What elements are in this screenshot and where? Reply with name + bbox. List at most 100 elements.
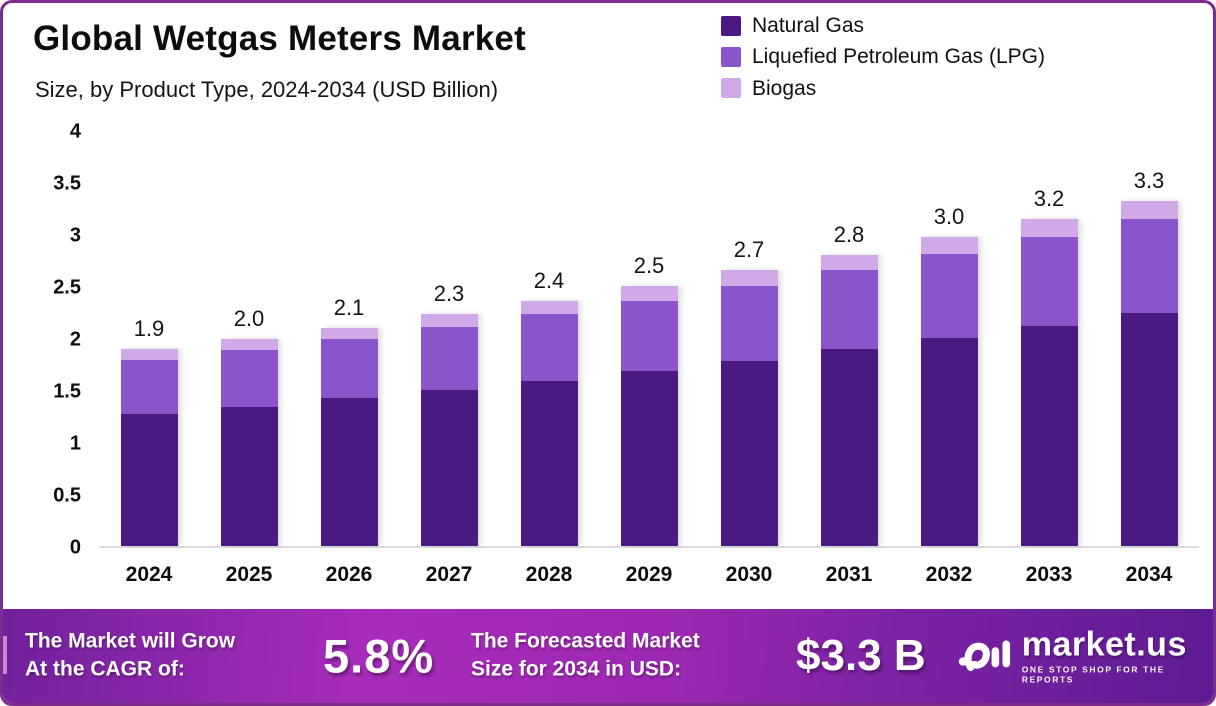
bar-stack-2027	[420, 314, 478, 546]
bar-total-label: 2.5	[633, 253, 665, 279]
forecast-label: The Forecasted Market Size for 2034 in U…	[471, 628, 700, 685]
forecast-value: $3.3 B	[796, 631, 926, 680]
cagr-value: 5.8%	[323, 629, 435, 683]
bar-stack-2030	[720, 270, 778, 546]
legend-item-natural-gas: Natural Gas	[721, 12, 1191, 39]
x-axis-label-2025: 2025	[225, 563, 273, 586]
bar-segment-natural-gas	[920, 338, 978, 546]
market-us-logo-icon	[958, 640, 1011, 671]
chart-legend: Natural Gas Liquefied Petroleum Gas (LPG)…	[721, 12, 1191, 102]
brand-text: market.us ONE STOP SHOP FOR THE REPORTS	[1022, 628, 1213, 685]
bar-stack-2028	[520, 300, 578, 546]
y-tick-label: 3	[69, 224, 81, 247]
forecast-label-line1: The Forecasted Market	[471, 629, 700, 653]
banner-fold-decoration	[3, 636, 7, 674]
cagr-label-line2: At the CAGR of:	[25, 658, 185, 681]
bar-column-2031: 2.8	[799, 132, 899, 546]
y-tick-label: 3.5	[53, 172, 81, 195]
legend-label: Natural Gas	[752, 14, 865, 37]
bar-column-2024: 1.9	[99, 132, 199, 546]
bar-segment-natural-gas	[1020, 325, 1078, 546]
bar-stack-2033	[1020, 219, 1078, 546]
bar-segment-liquefied-petroleum-gas-lpg	[320, 339, 378, 399]
bar-total-label: 3.3	[1133, 167, 1165, 193]
x-axis-label-2034: 2034	[1125, 563, 1173, 586]
bar-column-2027: 2.3	[399, 132, 499, 546]
bar-total-label: 2.3	[433, 281, 465, 307]
bar-total-label: 3.0	[933, 204, 965, 230]
bar-stack-2025	[220, 339, 278, 546]
bar-segment-liquefied-petroleum-gas-lpg	[1020, 237, 1078, 326]
bar-segment-natural-gas	[320, 398, 378, 546]
bars-row: 1.9 2.0 2.1 2.3 2.4 2.5 2.7 2.8 3.0 3.2 3.3	[99, 132, 1199, 546]
bar-segment-biogas	[520, 300, 578, 315]
bar-total-label: 2.4	[533, 267, 565, 293]
bar-stack-2026	[320, 327, 378, 546]
legend-label: Biogas	[752, 76, 817, 100]
footer-banner: The Market will Grow At the CAGR of: 5.8…	[3, 609, 1213, 703]
bar-segment-biogas	[620, 286, 678, 301]
bar-segment-biogas	[920, 237, 978, 254]
bar-segment-natural-gas	[1120, 313, 1178, 546]
bar-column-2033: 3.2	[999, 132, 1099, 546]
bar-segment-liquefied-petroleum-gas-lpg	[220, 350, 278, 407]
bar-stack-2031	[820, 254, 878, 546]
bar-segment-natural-gas	[120, 413, 178, 546]
bar-total-label: 1.9	[133, 316, 165, 342]
bar-segment-liquefied-petroleum-gas-lpg	[1120, 219, 1178, 313]
bar-segment-natural-gas	[220, 406, 278, 546]
x-axis-label-2029: 2029	[625, 563, 673, 586]
legend-swatch-biogas	[721, 78, 741, 99]
legend-label: Liquefied Petroleum Gas (LPG)	[752, 45, 1045, 69]
brand-logo: market.us ONE STOP SHOP FOR THE REPORTS	[958, 628, 1213, 685]
bar-segment-biogas	[320, 327, 378, 340]
bar-stack-2032	[920, 237, 978, 546]
x-axis-labels: 2024 2025 2026 2027 2028 2029 2030 2031 2032 2033…	[99, 563, 1199, 587]
forecast-label-line2: Size for 2034 in USD:	[471, 658, 682, 681]
page-title: Global Wetgas Meters Market	[33, 19, 526, 58]
page-subtitle: Size, by Product Type, 2024-2034 (USD Bi…	[35, 77, 499, 102]
bar-segment-biogas	[1120, 200, 1178, 220]
brand-tagline: ONE STOP SHOP FOR THE REPORTS	[1021, 664, 1165, 685]
bar-column-2029: 2.5	[599, 132, 699, 546]
x-axis-label-2033: 2033	[1025, 563, 1073, 586]
x-axis-label-2031: 2031	[825, 563, 873, 586]
y-tick-label: 4	[69, 120, 81, 143]
bar-segment-liquefied-petroleum-gas-lpg	[520, 314, 578, 381]
x-axis-label-2032: 2032	[925, 563, 973, 586]
y-tick-label: 2.5	[53, 276, 81, 299]
bar-column-2026: 2.1	[299, 132, 399, 546]
x-axis-label-2026: 2026	[325, 563, 373, 586]
x-axis-label-2027: 2027	[425, 563, 473, 586]
legend-swatch-natural-gas	[721, 15, 741, 36]
y-tick-label: 1.5	[53, 380, 81, 403]
cagr-label: The Market will Grow At the CAGR of:	[25, 628, 235, 685]
legend-swatch-liquefied-petroleum-gas-lpg	[721, 46, 741, 67]
chart-plot-area: 1.9 2.0 2.1 2.3 2.4 2.5 2.7 2.8 3.0 3.2 3.3	[99, 132, 1199, 548]
bar-segment-liquefied-petroleum-gas-lpg	[620, 300, 678, 372]
bar-segment-biogas	[1020, 219, 1078, 238]
bar-total-label: 2.1	[333, 294, 365, 320]
bar-total-label: 2.8	[833, 221, 865, 247]
bar-total-label: 2.7	[733, 237, 765, 263]
bar-segment-natural-gas	[520, 380, 578, 546]
brand-name: market.us	[1021, 625, 1187, 664]
bar-segment-biogas	[420, 314, 478, 327]
bar-total-label: 2.0	[233, 306, 265, 332]
bar-segment-liquefied-petroleum-gas-lpg	[420, 326, 478, 390]
x-axis-label-2028: 2028	[525, 563, 573, 586]
bar-column-2028: 2.4	[499, 132, 599, 546]
y-axis: 4 3.5 3 2.5 2 1.5 1 0.5 0	[25, 121, 81, 559]
bar-column-2034: 3.3	[1099, 132, 1199, 546]
x-axis-label-2024: 2024	[125, 563, 173, 586]
cagr-label-line1: The Market will Grow	[25, 629, 236, 653]
y-tick-label: 2	[69, 328, 81, 351]
bar-segment-biogas	[720, 270, 778, 287]
bar-column-2032: 3.0	[899, 132, 999, 546]
bar-column-2030: 2.7	[699, 132, 799, 546]
bar-segment-natural-gas	[620, 371, 678, 546]
bar-stack-2034	[1120, 200, 1178, 546]
bar-segment-liquefied-petroleum-gas-lpg	[920, 253, 978, 338]
bar-segment-liquefied-petroleum-gas-lpg	[820, 270, 878, 350]
bar-segment-natural-gas	[820, 349, 878, 546]
